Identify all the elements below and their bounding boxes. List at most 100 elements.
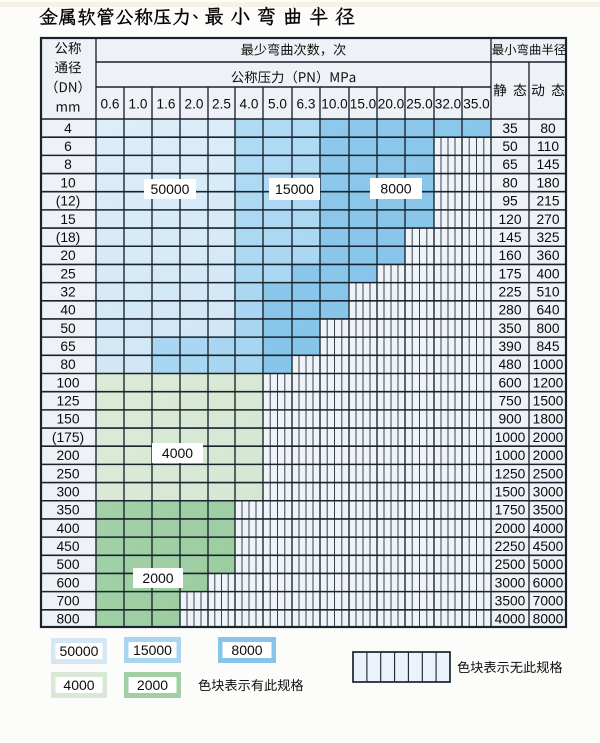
svg-text:20.0: 20.0 — [378, 97, 405, 112]
svg-text:225: 225 — [498, 285, 521, 300]
svg-text:80: 80 — [60, 357, 76, 372]
svg-text:390: 390 — [498, 339, 521, 354]
svg-text:15000: 15000 — [133, 642, 172, 658]
svg-text:4000: 4000 — [63, 677, 94, 693]
svg-text:750: 750 — [498, 394, 521, 409]
svg-text:50: 50 — [60, 321, 76, 336]
svg-text:640: 640 — [536, 303, 559, 318]
svg-text:35: 35 — [502, 121, 518, 136]
svg-text:2500: 2500 — [495, 557, 526, 572]
svg-text:500: 500 — [56, 557, 79, 572]
svg-text:125: 125 — [56, 394, 79, 409]
svg-text:5000: 5000 — [533, 557, 564, 572]
svg-text:800: 800 — [56, 612, 79, 627]
svg-text:1.6: 1.6 — [157, 97, 176, 112]
svg-text:65: 65 — [60, 339, 76, 354]
svg-text:1500: 1500 — [533, 394, 564, 409]
svg-text:3000: 3000 — [495, 575, 526, 590]
svg-text:800: 800 — [536, 321, 559, 336]
svg-text:2000: 2000 — [142, 570, 173, 586]
svg-text:6: 6 — [64, 139, 72, 154]
svg-text:845: 845 — [536, 339, 559, 354]
svg-text:65: 65 — [502, 157, 518, 172]
svg-text:2000: 2000 — [533, 430, 564, 445]
svg-text:270: 270 — [536, 212, 559, 227]
svg-text:1.0: 1.0 — [129, 97, 148, 112]
svg-text:110: 110 — [537, 139, 559, 154]
svg-text:1000: 1000 — [495, 448, 526, 463]
svg-text:4000: 4000 — [495, 612, 526, 627]
svg-text:100: 100 — [56, 375, 79, 390]
svg-text:600: 600 — [498, 375, 521, 390]
svg-text:8000: 8000 — [533, 612, 564, 627]
svg-text:4000: 4000 — [533, 521, 564, 536]
svg-text:20: 20 — [60, 248, 76, 263]
svg-text:120: 120 — [498, 212, 521, 227]
svg-text:1250: 1250 — [495, 466, 526, 481]
svg-text:15.0: 15.0 — [350, 97, 377, 112]
svg-text:10: 10 — [60, 175, 76, 190]
svg-text:3000: 3000 — [533, 485, 564, 500]
svg-text:6.3: 6.3 — [297, 97, 316, 112]
svg-text:1000: 1000 — [533, 357, 564, 372]
svg-text:350: 350 — [498, 321, 521, 336]
svg-text:(12): (12) — [56, 194, 81, 209]
svg-text:510: 510 — [536, 285, 559, 300]
svg-text:4500: 4500 — [533, 539, 564, 554]
svg-text:80: 80 — [502, 175, 518, 190]
svg-text:2000: 2000 — [533, 448, 564, 463]
svg-text:0.6: 0.6 — [101, 97, 120, 112]
svg-text:900: 900 — [498, 412, 521, 427]
svg-text:250: 250 — [56, 466, 79, 481]
svg-text:2000: 2000 — [137, 677, 168, 693]
svg-text:2500: 2500 — [533, 466, 564, 481]
svg-text:1200: 1200 — [533, 375, 564, 390]
svg-text:450: 450 — [56, 539, 79, 554]
svg-text:145: 145 — [536, 157, 559, 172]
svg-text:(175): (175) — [52, 430, 84, 445]
svg-text:700: 700 — [56, 594, 79, 609]
svg-text:600: 600 — [56, 575, 79, 590]
svg-text:2.0: 2.0 — [185, 97, 204, 112]
svg-text:4: 4 — [64, 121, 72, 136]
svg-text:10.0: 10.0 — [321, 97, 348, 112]
svg-text:480: 480 — [498, 357, 521, 372]
svg-text:32.0: 32.0 — [435, 97, 462, 112]
svg-text:8: 8 — [64, 157, 72, 172]
svg-text:180: 180 — [536, 175, 559, 190]
svg-text:4.0: 4.0 — [240, 97, 259, 112]
svg-text:160: 160 — [498, 248, 521, 263]
svg-text:325: 325 — [536, 230, 559, 245]
svg-text:1000: 1000 — [495, 430, 526, 445]
svg-text:35.0: 35.0 — [463, 97, 490, 112]
svg-text:25.0: 25.0 — [406, 97, 433, 112]
svg-text:80: 80 — [540, 121, 556, 136]
svg-text:3500: 3500 — [533, 503, 564, 518]
svg-text:2.5: 2.5 — [212, 97, 231, 112]
svg-text:150: 150 — [56, 412, 79, 427]
svg-text:3500: 3500 — [495, 594, 526, 609]
svg-text:95: 95 — [502, 194, 518, 209]
svg-text:7000: 7000 — [533, 594, 564, 609]
svg-text:5.0: 5.0 — [268, 97, 287, 112]
svg-text:360: 360 — [536, 248, 559, 263]
svg-text:2250: 2250 — [495, 539, 526, 554]
svg-text:400: 400 — [56, 521, 79, 536]
svg-text:280: 280 — [498, 303, 521, 318]
svg-text:32: 32 — [60, 285, 75, 300]
svg-text:6000: 6000 — [533, 575, 564, 590]
svg-text:8000: 8000 — [231, 642, 262, 658]
svg-text:8000: 8000 — [380, 180, 411, 196]
svg-text:25: 25 — [60, 266, 76, 281]
svg-text:50000: 50000 — [151, 181, 190, 197]
svg-text:400: 400 — [536, 266, 559, 281]
svg-text:(18): (18) — [56, 230, 81, 245]
svg-text:200: 200 — [56, 448, 79, 463]
svg-text:145: 145 — [498, 230, 521, 245]
svg-text:15: 15 — [60, 212, 76, 227]
svg-text:350: 350 — [56, 503, 79, 518]
svg-text:4000: 4000 — [162, 445, 193, 461]
svg-text:215: 215 — [536, 194, 559, 209]
svg-text:175: 175 — [498, 266, 521, 281]
svg-text:1800: 1800 — [533, 412, 564, 427]
